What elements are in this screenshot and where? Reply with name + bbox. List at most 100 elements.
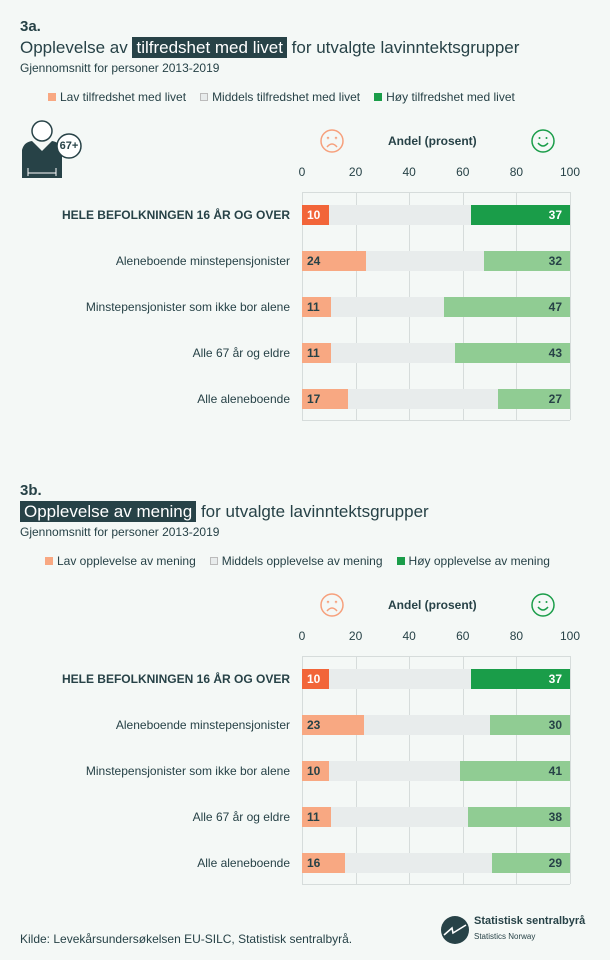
title-post: for utvalgte lavinntektsgrupper [291,38,520,57]
bar-value-low: 11 [307,346,320,360]
sad-face-icon [319,128,345,159]
plot-top-border [302,192,570,193]
bar-segment [347,389,498,409]
age-badge: 67+ [59,140,79,152]
bar-segment [302,761,329,781]
chart-title: Opplevelse av tilfredshet med livet for … [20,37,520,58]
category-label: Alle 67 år og eldre [192,346,290,360]
category-label: Minstepensjonister som ikke bor alene [85,300,290,314]
x-axis-label: Andel (prosent) [388,598,477,612]
bar-segment [302,715,364,735]
bar-segment [328,761,461,781]
category-label: Aleneboende minstepensjonister [115,718,290,732]
bar-segment [302,807,332,827]
bar-segment [366,251,485,271]
bar-segment [331,343,455,363]
bar-value-low: 10 [307,208,321,222]
bar-value-high: 32 [548,254,562,268]
legend-item: Lav opplevelse av mening [45,554,196,568]
logo-name: Statistisk sentralbyrå [474,915,586,927]
x-tick-label: 100 [559,165,581,179]
sad-face-icon [319,592,345,623]
chart-subtitle: Gjennomsnitt for personer 2013-2019 [20,61,220,75]
chart-subtitle: Gjennomsnitt for personer 2013-2019 [20,525,220,539]
bar-segment [444,297,570,317]
legend-item: Middels opplevelse av mening [209,554,383,568]
legend-swatch [374,93,383,101]
bar-segment [331,807,469,827]
category-label: Alle 67 år og eldre [192,810,290,824]
person-67plus-icon [18,118,83,188]
source-note: Kilde: Levekårsundersøkelsen EU-SILC, St… [20,932,353,946]
plot-bottom-border [302,420,570,421]
bar-segment [302,669,329,689]
x-tick-label: 0 [298,165,306,179]
x-tick-label: 80 [509,629,524,643]
bar-segment [470,669,570,689]
x-tick-label: 20 [348,629,363,643]
bar-value-high: 30 [548,718,562,732]
title-pre: Opplevelse av [20,38,128,57]
chart-number: 3b. [20,482,42,499]
x-tick-label: 40 [402,629,416,643]
bar-segment [470,205,570,225]
x-tick-label: 40 [402,165,416,179]
happy-face-icon [530,592,556,623]
category-label: Aleneboende minstepensjonister [115,254,290,268]
gridline [570,656,571,884]
legend-swatch [48,93,56,101]
bar-segment [468,807,570,827]
x-tick-label: 60 [456,165,470,179]
bar-value-low: 10 [307,672,321,686]
legend-label: Middels tilfredshet med livet [212,90,361,104]
title-highlight: Opplevelse av mening [20,501,197,522]
title-highlight: tilfredshet med livet [132,37,287,58]
bar-value-high: 43 [548,346,562,360]
title-post: for utvalgte lavinntektsgrupper [200,502,429,521]
bar-segment [492,853,570,873]
bar-segment [302,343,332,363]
x-tick-label: 20 [348,165,363,179]
gridline [570,192,571,420]
legend-label: Høy opplevelse av mening [408,554,550,568]
bar-segment [460,761,570,781]
bar-segment [328,669,471,689]
category-label: Alle aleneboende [197,856,290,870]
legend-label: Lav opplevelse av mening [57,554,196,568]
legend-label: Høy tilfredshet med livet [386,90,515,104]
legend-item: Høy opplevelse av mening [396,554,550,568]
category-label: Minstepensjonister som ikke bor alene [85,764,290,778]
bar-value-high: 47 [548,300,562,314]
chart-number: 3a. [20,18,41,35]
category-label: HELE BEFOLKNINGEN 16 ÅR OG OVER [61,672,290,686]
plot-bottom-border [302,884,570,885]
x-tick-label: 100 [559,629,581,643]
bar-value-low: 11 [307,300,320,314]
bar-value-high: 38 [548,810,562,824]
bar-value-high: 37 [548,208,562,222]
legend-item: Høy tilfredshet med livet [374,90,515,104]
x-tick-label: 0 [298,629,306,643]
bar-segment [331,297,445,317]
bar-value-low: 23 [307,718,321,732]
bar-segment [302,853,345,873]
bar-segment [328,205,471,225]
bar-segment [363,715,490,735]
bar-segment [302,251,367,271]
bar-value-low: 10 [307,764,321,778]
legend-swatch [45,557,53,565]
bar-segment [497,389,570,409]
bar-value-high: 41 [548,764,562,778]
legend-swatch [396,557,405,565]
bar-value-low: 17 [307,392,321,406]
legend-item: Lav tilfredshet med livet [48,90,186,104]
x-tick-label: 80 [509,165,524,179]
chart-title: Opplevelse av mening for utvalgte lavinn… [20,501,429,522]
bar-segment [302,297,332,317]
ssb-logo-icon [440,915,470,950]
happy-face-icon [530,128,556,159]
bar-segment [302,205,329,225]
bar-segment [484,251,570,271]
bar-segment [489,715,570,735]
